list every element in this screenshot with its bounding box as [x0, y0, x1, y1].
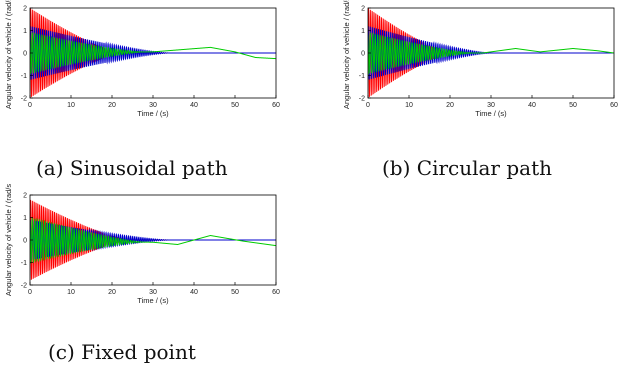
- y-tick-label: 1: [23, 215, 27, 222]
- series-group: [30, 8, 276, 98]
- caption-c: (c) Fixed point: [48, 340, 196, 364]
- chart-circular-path: 0 10 20 30 40 50 60 -2 -1 0 1 2 Time / (s) Angular ve…: [342, 0, 618, 118]
- y-tick-label: 1: [23, 28, 27, 35]
- x-tick-label: 60: [272, 289, 280, 296]
- x-tick-label: 20: [108, 102, 116, 109]
- x-tick-label: 50: [231, 102, 239, 109]
- x-tick-label: 10: [405, 102, 413, 109]
- plot-c: 0 10 20 30 40 50 60 -2 -1 0 1 2 Time / (s) Angular ve…: [0, 184, 290, 317]
- x-tick-label: 40: [190, 289, 198, 296]
- y-tick-label: 0: [23, 238, 27, 245]
- x-axis-label: Time / (s): [137, 296, 169, 305]
- x-tick-label: 50: [569, 102, 577, 109]
- x-tick-label: 30: [487, 102, 495, 109]
- y-axis-label: Angular velocity of vehicle / (rad/s: [4, 0, 13, 109]
- series-line-1: [368, 26, 614, 80]
- x-tick-label: 30: [149, 102, 157, 109]
- caption-b: (b) Circular path: [382, 156, 552, 180]
- plot-a: 0 10 20 30 40 50 60 -2 -1 0 1 2 Time / (s) Angular ve…: [0, 0, 290, 130]
- y-tick-label: -2: [359, 96, 365, 103]
- x-axis-label: Time / (s): [475, 109, 507, 118]
- y-tick-label: 2: [23, 193, 27, 200]
- x-tick-label: 40: [528, 102, 536, 109]
- chart-sinusoidal-path: 0 10 20 30 40 50 60 -2 -1 0 1 2 Time / (s) Angular ve…: [4, 0, 280, 118]
- y-axis-label: Angular velocity of vehicle / (rad/s: [342, 0, 351, 109]
- series-group: [368, 8, 614, 98]
- x-tick-label: 50: [231, 289, 239, 296]
- x-tick-label: 10: [67, 289, 75, 296]
- series-line-2: [30, 217, 276, 265]
- series-line-2: [30, 31, 276, 75]
- series-group: [30, 199, 276, 280]
- caption-a: (a) Sinusoidal path: [36, 156, 228, 180]
- y-tick-label: -2: [21, 96, 27, 103]
- x-tick-label: 30: [149, 289, 157, 296]
- y-tick-label: 0: [361, 51, 365, 58]
- y-tick-label: 1: [361, 28, 365, 35]
- y-tick-label: -2: [21, 283, 27, 290]
- x-tick-label: 60: [272, 102, 280, 109]
- x-axis-label: Time / (s): [137, 109, 169, 118]
- series-line-2: [368, 31, 614, 75]
- plot-b: 0 10 20 30 40 50 60 -2 -1 0 1 2 Time / (s) Angular ve…: [338, 0, 623, 130]
- x-tick-label: 40: [190, 102, 198, 109]
- x-tick-label: 10: [67, 102, 75, 109]
- chart-fixed-point: 0 10 20 30 40 50 60 -2 -1 0 1 2 Time / (s) Angular ve…: [4, 184, 280, 305]
- x-tick-label: 0: [28, 102, 32, 109]
- x-tick-label: 60: [610, 102, 618, 109]
- x-tick-label: 20: [108, 289, 116, 296]
- y-tick-label: 2: [361, 6, 365, 13]
- y-tick-label: -1: [21, 73, 27, 80]
- y-tick-label: 2: [23, 6, 27, 13]
- y-tick-label: 0: [23, 51, 27, 58]
- x-tick-label: 20: [446, 102, 454, 109]
- y-axis-label: Angular velocity of vehicle / (rad/s: [4, 184, 13, 296]
- y-tick-label: -1: [359, 73, 365, 80]
- x-tick-label: 0: [28, 289, 32, 296]
- y-tick-label: -1: [21, 260, 27, 267]
- x-tick-label: 0: [366, 102, 370, 109]
